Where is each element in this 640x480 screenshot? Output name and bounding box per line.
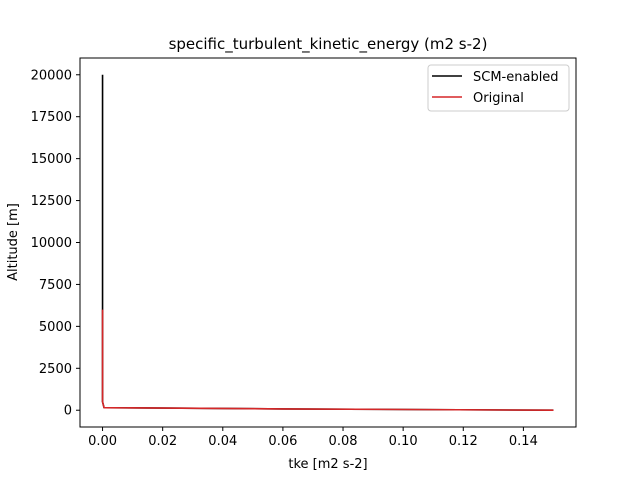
y-tick-label: 7500 xyxy=(39,278,72,293)
legend-label: SCM-enabled xyxy=(473,70,559,85)
y-tick-label: 10000 xyxy=(31,236,72,251)
x-tick-label: 0.04 xyxy=(208,434,237,449)
x-tick-label: 0.12 xyxy=(449,434,478,449)
y-tick-label: 17500 xyxy=(31,110,72,125)
x-tick-label: 0.00 xyxy=(88,434,117,449)
y-tick-label: 2500 xyxy=(39,362,72,377)
plot-area xyxy=(101,74,554,412)
y-axis-label: Altitude [m] xyxy=(6,203,21,281)
x-axis-label: tke [m2 s-2] xyxy=(288,457,367,472)
y-tick-label: 5000 xyxy=(39,320,72,335)
y-tick-label: 15000 xyxy=(31,152,72,167)
legend-label: Original xyxy=(473,91,524,106)
x-tick-label: 0.10 xyxy=(389,434,418,449)
x-tick-label: 0.14 xyxy=(509,434,538,449)
x-axis-ticks: 0.00 0.02 0.04 0.06 0.08 0.10 0.12 0.14 xyxy=(88,427,538,449)
chart-title: specific_turbulent_kinetic_energy (m2 s-… xyxy=(169,35,488,54)
x-tick-label: 0.06 xyxy=(268,434,297,449)
x-tick-label: 0.02 xyxy=(148,434,177,449)
y-tick-label: 20000 xyxy=(31,68,72,83)
series-line-original xyxy=(101,309,554,412)
legend: SCM-enabled Original xyxy=(427,64,570,112)
legend-box xyxy=(427,64,570,112)
x-tick-label: 0.08 xyxy=(329,434,358,449)
y-axis-ticks: 0 2500 5000 7500 10000 12500 15000 17500 20000 xyxy=(31,68,80,419)
series-line-scm-enabled xyxy=(101,74,554,412)
axes-frame xyxy=(79,57,577,428)
y-tick-label: 0 xyxy=(64,404,72,419)
y-tick-label: 12500 xyxy=(31,194,72,209)
